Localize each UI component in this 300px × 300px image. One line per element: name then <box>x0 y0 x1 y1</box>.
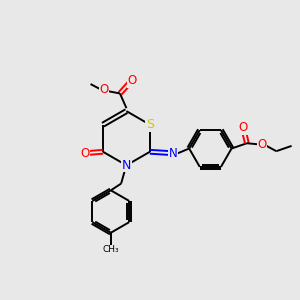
Text: O: O <box>99 83 108 96</box>
Text: O: O <box>258 138 267 151</box>
Text: CH₃: CH₃ <box>103 245 119 254</box>
Text: N: N <box>169 147 178 160</box>
Text: O: O <box>128 74 137 87</box>
Text: S: S <box>146 118 154 131</box>
Text: N: N <box>122 159 131 172</box>
Text: O: O <box>80 147 89 160</box>
Text: O: O <box>239 121 248 134</box>
